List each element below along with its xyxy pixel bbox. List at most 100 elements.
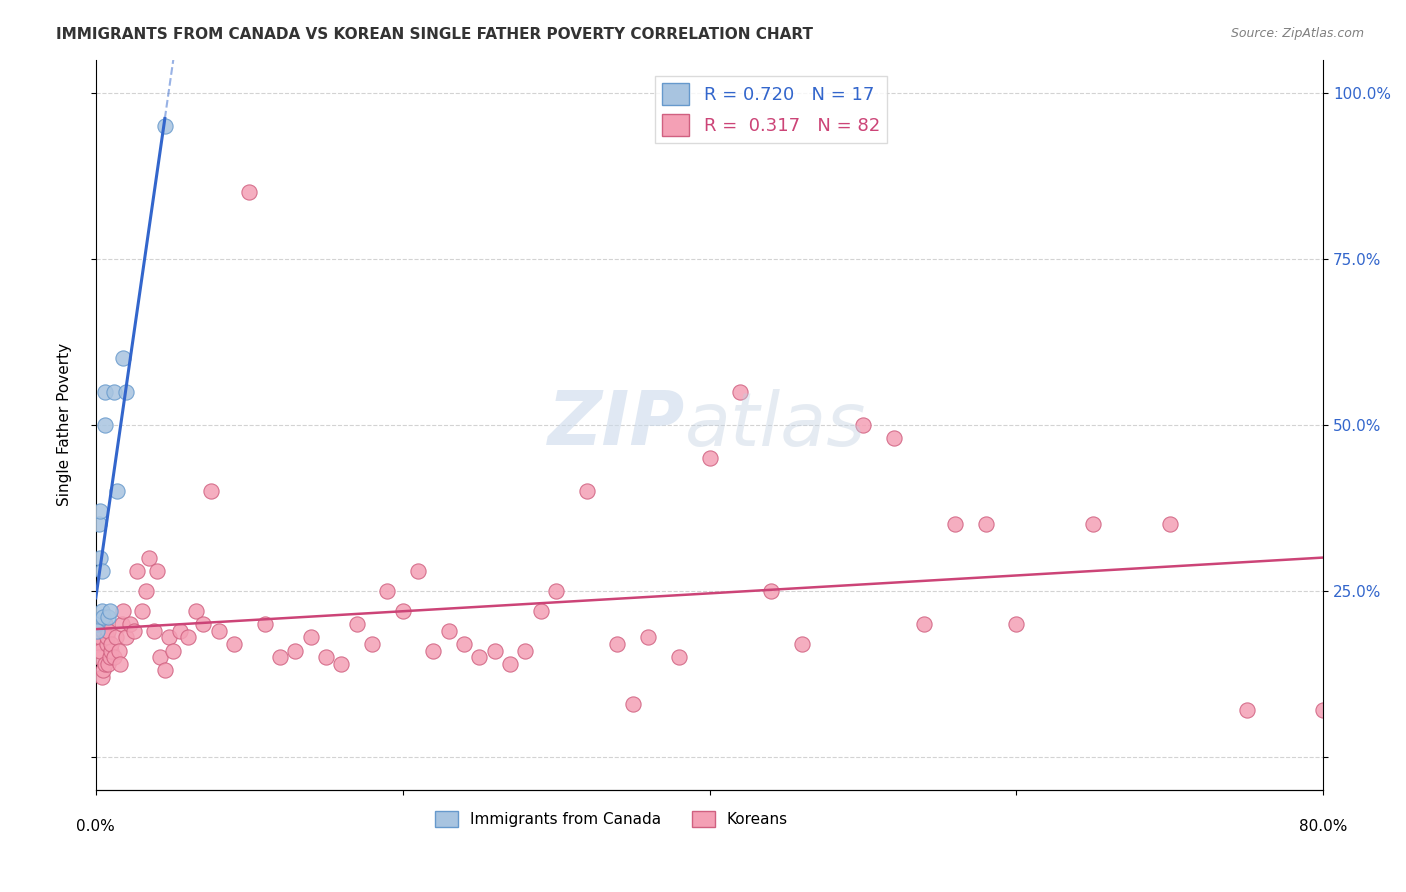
Point [912, 616, 935, 631]
Point [89, 504, 111, 518]
Point [135, 583, 157, 598]
Point [728, 384, 751, 399]
Point [131, 604, 153, 618]
Point [107, 643, 129, 657]
Point [104, 630, 127, 644]
Point [391, 604, 413, 618]
Text: ZIP: ZIP [548, 388, 685, 461]
Point [238, 186, 260, 200]
Point [153, 664, 176, 678]
Point [86, 624, 108, 638]
Point [118, 616, 141, 631]
Legend: R = 0.720   N = 17, R =  0.317   N = 82: R = 0.720 N = 17, R = 0.317 N = 82 [655, 76, 887, 144]
Point [138, 550, 160, 565]
Point [89, 643, 111, 657]
Point [96, 637, 118, 651]
Point [93, 624, 115, 638]
Text: 80.0%: 80.0% [1299, 819, 1347, 834]
Point [1005, 616, 1028, 631]
Point [105, 484, 128, 499]
Point [437, 624, 460, 638]
Point [97, 657, 120, 671]
Text: 0.0%: 0.0% [76, 819, 115, 834]
Point [110, 657, 132, 671]
Point [98, 650, 121, 665]
Point [193, 616, 215, 631]
Point [637, 630, 659, 644]
Point [86, 637, 108, 651]
Point [122, 624, 145, 638]
Point [284, 643, 307, 657]
Text: Source: ZipAtlas.com: Source: ZipAtlas.com [1230, 27, 1364, 40]
Point [162, 643, 184, 657]
Point [943, 517, 966, 532]
Point [406, 564, 429, 578]
Point [315, 650, 337, 665]
Point [87, 650, 110, 665]
Point [852, 417, 875, 432]
Point [103, 650, 125, 665]
Point [330, 657, 353, 671]
Point [790, 637, 813, 651]
Point [468, 650, 491, 665]
Point [115, 630, 138, 644]
Point [115, 384, 138, 399]
Point [575, 484, 598, 499]
Point [974, 517, 997, 532]
Point [90, 670, 112, 684]
Point [93, 610, 115, 624]
Point [453, 637, 475, 651]
Point [484, 643, 506, 657]
Point [97, 610, 120, 624]
Point [89, 630, 111, 644]
Point [299, 630, 322, 644]
Point [100, 637, 122, 651]
Point [606, 637, 628, 651]
Point [621, 697, 644, 711]
Point [1312, 703, 1334, 717]
Point [668, 650, 690, 665]
Point [94, 616, 117, 631]
Point [146, 564, 169, 578]
Point [1081, 517, 1104, 532]
Point [499, 657, 522, 671]
Point [90, 604, 112, 618]
Point [546, 583, 568, 598]
Point [515, 643, 537, 657]
Point [153, 119, 176, 133]
Point [127, 564, 149, 578]
Point [253, 616, 276, 631]
Point [94, 384, 117, 399]
Text: IMMIGRANTS FROM CANADA VS KOREAN SINGLE FATHER POVERTY CORRELATION CHART: IMMIGRANTS FROM CANADA VS KOREAN SINGLE … [56, 27, 813, 42]
Point [94, 657, 117, 671]
Point [169, 624, 191, 638]
Point [699, 450, 721, 465]
Point [200, 484, 222, 499]
Point [86, 616, 108, 631]
Point [759, 583, 782, 598]
Point [103, 384, 125, 399]
Point [94, 417, 117, 432]
Point [93, 664, 115, 678]
Point [97, 624, 120, 638]
Point [883, 431, 905, 445]
Point [184, 604, 207, 618]
Point [111, 616, 134, 631]
Point [422, 643, 444, 657]
Point [112, 351, 135, 366]
Point [375, 583, 398, 598]
Point [361, 637, 384, 651]
Point [89, 550, 111, 565]
Point [530, 604, 553, 618]
Point [177, 630, 200, 644]
Point [346, 616, 368, 631]
Point [87, 517, 110, 532]
Point [96, 630, 118, 644]
Point [143, 624, 166, 638]
Point [100, 643, 122, 657]
Point [269, 650, 291, 665]
Point [149, 650, 172, 665]
Point [112, 604, 135, 618]
Point [98, 604, 121, 618]
Point [90, 564, 112, 578]
